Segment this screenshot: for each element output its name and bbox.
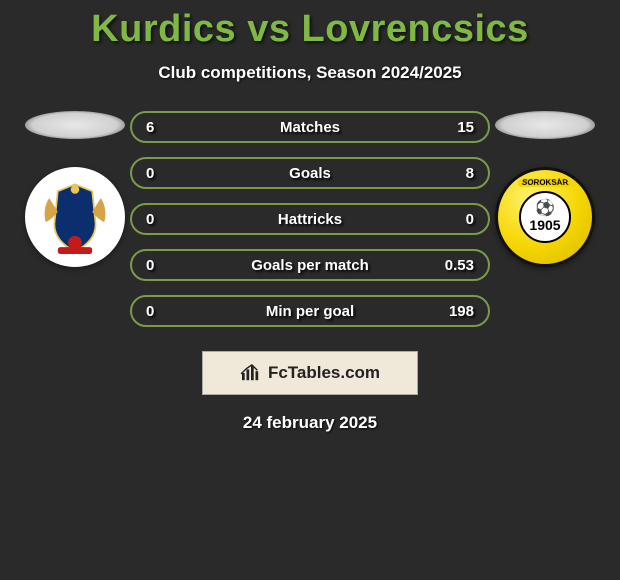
stat-right-value: 0 (438, 211, 474, 228)
crest-year: 1905 (529, 217, 560, 233)
stat-right-value: 8 (438, 165, 474, 182)
stat-label: Min per goal (266, 303, 354, 320)
stat-right-value: 0.53 (438, 257, 474, 274)
stat-row-goals: 0 Goals 8 (130, 157, 490, 189)
stat-left-value: 0 (146, 211, 182, 228)
body-row: 6 Matches 15 0 Goals 8 0 Hattricks 0 0 G… (0, 111, 620, 327)
stat-row-hattricks: 0 Hattricks 0 (130, 203, 490, 235)
brand-badge: FcTables.com (202, 351, 418, 395)
page-subtitle: Club competitions, Season 2024/2025 (0, 63, 620, 83)
stat-left-value: 0 (146, 257, 182, 274)
date-line: 24 february 2025 (0, 413, 620, 433)
stat-left-value: 0 (146, 165, 182, 182)
stat-label: Goals per match (251, 257, 369, 274)
stats-column: 6 Matches 15 0 Goals 8 0 Hattricks 0 0 G… (130, 111, 490, 327)
right-column: SOROKSÁR ⚽ 1905 (490, 111, 600, 267)
shield-icon (32, 174, 118, 260)
player-placeholder-right (495, 111, 595, 139)
player-placeholder-left (25, 111, 125, 139)
stat-left-value: 0 (146, 303, 182, 320)
stat-label: Hattricks (278, 211, 342, 228)
left-column (20, 111, 130, 267)
club-crest-right: SOROKSÁR ⚽ 1905 (495, 167, 595, 267)
crest-inner: ⚽ 1905 (519, 191, 571, 243)
brand-text: FcTables.com (268, 363, 380, 383)
stat-row-matches: 6 Matches 15 (130, 111, 490, 143)
soccer-ball-icon: ⚽ (535, 201, 555, 217)
club-crest-left (25, 167, 125, 267)
stat-label: Goals (289, 165, 331, 182)
stat-left-value: 6 (146, 119, 182, 136)
stat-label: Matches (280, 119, 340, 136)
stat-row-min-per-goal: 0 Min per goal 198 (130, 295, 490, 327)
page-title: Kurdics vs Lovrencsics (0, 8, 620, 51)
stat-row-goals-per-match: 0 Goals per match 0.53 (130, 249, 490, 281)
infographic-root: Kurdics vs Lovrencsics Club competitions… (0, 0, 620, 433)
stat-right-value: 15 (438, 119, 474, 136)
crest-banner-text: SOROKSÁR (517, 178, 573, 187)
stat-right-value: 198 (438, 303, 474, 320)
bar-chart-icon (240, 364, 262, 382)
